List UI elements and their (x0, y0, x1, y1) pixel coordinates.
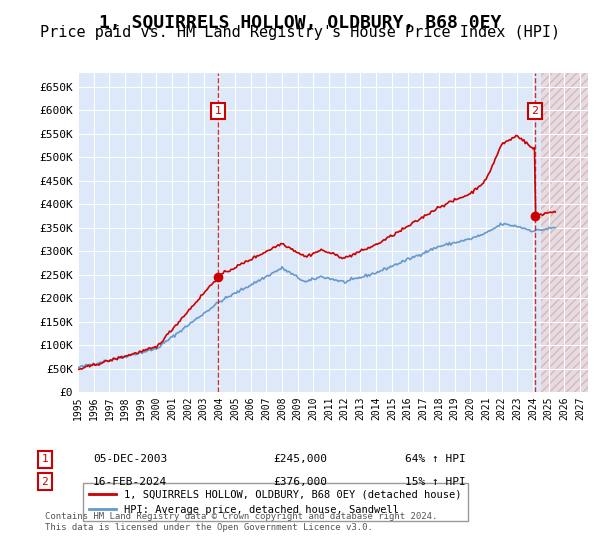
Text: 1: 1 (41, 454, 49, 464)
Bar (541, 73, 588, 392)
Text: 15% ↑ HPI: 15% ↑ HPI (405, 477, 466, 487)
Text: 05-DEC-2003: 05-DEC-2003 (93, 454, 167, 464)
Text: 2: 2 (41, 477, 49, 487)
Text: Price paid vs. HM Land Registry's House Price Index (HPI): Price paid vs. HM Land Registry's House … (40, 25, 560, 40)
Text: £245,000: £245,000 (273, 454, 327, 464)
Text: 1, SQUIRRELS HOLLOW, OLDBURY, B68 0EY: 1, SQUIRRELS HOLLOW, OLDBURY, B68 0EY (99, 14, 501, 32)
Legend: 1, SQUIRRELS HOLLOW, OLDBURY, B68 0EY (detached house), HPI: Average price, deta: 1, SQUIRRELS HOLLOW, OLDBURY, B68 0EY (d… (83, 483, 467, 521)
Bar (541, 73, 588, 392)
Text: £376,000: £376,000 (273, 477, 327, 487)
Bar (541, 73, 588, 392)
Text: 2: 2 (532, 106, 539, 116)
Text: 64% ↑ HPI: 64% ↑ HPI (405, 454, 466, 464)
Text: Contains HM Land Registry data © Crown copyright and database right 2024.
This d: Contains HM Land Registry data © Crown c… (45, 512, 437, 532)
Text: 16-FEB-2024: 16-FEB-2024 (93, 477, 167, 487)
Text: 1: 1 (214, 106, 221, 116)
